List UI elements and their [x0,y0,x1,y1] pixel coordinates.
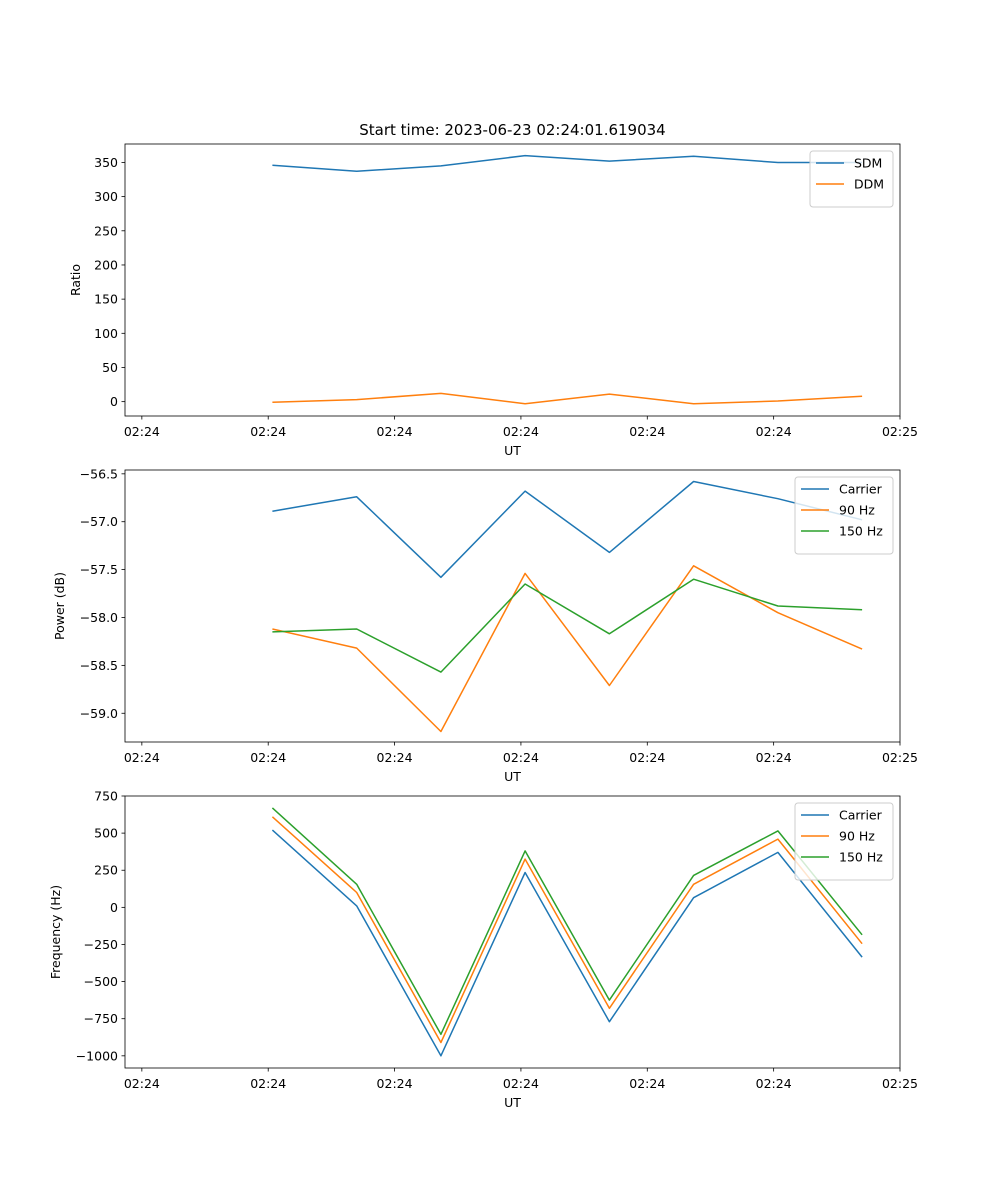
x-tick-label: 02:24 [503,424,539,439]
y-tick-label: −58.5 [80,658,118,673]
x-tick-label: 02:24 [503,750,539,765]
series-line-2 [272,392,863,405]
x-tick-label: 02:24 [377,1076,413,1091]
y-tick-label: 750 [94,789,118,804]
x-axis-label: UT [504,1095,521,1110]
y-tick-label: −1000 [76,1048,118,1063]
chart-title: Start time: 2023-06-23 02:24:01.619034 [359,121,665,139]
x-tick-label: 02:24 [250,750,286,765]
series-line-1 [272,154,863,173]
y-tick-label: 300 [94,189,118,204]
y-axis-label: Frequency (Hz) [48,885,63,979]
legend-label-1: Carrier [839,482,883,497]
legend-box [794,476,894,555]
series-line-1 [272,480,863,579]
y-tick-label: −250 [84,937,118,952]
x-tick-label: 02:24 [629,1076,665,1091]
y-axis-label: Power (dB) [52,572,67,640]
x-tick-label: 02:24 [629,424,665,439]
axes-frame [124,469,901,743]
y-tick-label: 100 [94,326,118,341]
x-tick-label: 02:24 [250,1076,286,1091]
y-tick-label: 250 [94,223,118,238]
y-tick-label: −500 [84,974,118,989]
legend-label-2: 90 Hz [839,503,875,518]
x-tick-label: 02:24 [756,750,792,765]
legend-label-2: DDM [854,177,884,192]
legend-label-1: Carrier [839,808,883,823]
series-line-3 [272,578,863,673]
legend-label-3: 150 Hz [839,850,883,865]
y-tick-label: −56.5 [80,466,118,481]
legend-label-3: 150 Hz [839,524,883,539]
series-line-2 [272,565,863,733]
y-tick-label: 0 [110,394,118,409]
x-tick-label: 02:25 [882,424,918,439]
legend: SDM DDM [809,150,894,208]
chart-panel-3: −1000 −750 −500 −250 0 250 500 750 02:24 02:24 02:… [48,789,918,1111]
y-tick-label: −57.0 [80,514,118,529]
series-line-2 [271,816,863,1044]
legend: Carrier 90 Hz 150 Hz [794,476,894,555]
legend: Carrier 90 Hz 150 Hz [794,802,894,881]
chart-panel-2: −59.0 −58.5 −58.0 −57.5 −57.0 −56.5 02:24 02:24… [52,466,918,784]
x-tick-label: 02:24 [756,424,792,439]
x-tick-label: 02:25 [882,1076,918,1091]
y-tick-label: 150 [94,292,118,307]
y-tick-label: 200 [94,257,118,272]
x-axis-label: UT [504,443,521,458]
y-tick-label: −750 [84,1011,118,1026]
legend-label-1: SDM [854,156,882,171]
y-tick-label: −58.0 [80,610,118,625]
axes-frame [124,143,901,417]
series-line-1 [271,829,863,1057]
x-tick-label: 02:24 [503,1076,539,1091]
y-tick-label: −59.0 [80,706,118,721]
y-tick-label: −57.5 [80,562,118,577]
axes-frame [124,795,901,1069]
y-tick-label: 0 [110,900,118,915]
x-tick-label: 02:24 [629,750,665,765]
x-tick-label: 02:24 [377,750,413,765]
y-tick-label: 350 [94,155,118,170]
x-axis-label: UT [504,769,521,784]
plots: 0 50 100 150 200 250 300 350 02:24 02:24 02:24 02:2… [48,121,918,1110]
legend-label-2: 90 Hz [839,829,875,844]
y-axis-label: Ratio [68,264,83,296]
chart-panel-1: 0 50 100 150 200 250 300 350 02:24 02:24 02:24 02:2… [68,121,918,458]
series-line-3 [271,807,863,1036]
x-tick-label: 02:24 [250,424,286,439]
x-tick-label: 02:25 [882,750,918,765]
legend-box [794,802,894,881]
x-tick-label: 02:24 [124,424,160,439]
x-tick-label: 02:24 [377,424,413,439]
x-tick-label: 02:24 [756,1076,792,1091]
y-tick-label: 500 [94,826,118,841]
y-tick-label: 50 [102,360,118,375]
legend-box [809,150,894,208]
x-tick-label: 02:24 [124,1076,160,1091]
y-tick-label: 250 [94,863,118,878]
x-tick-label: 02:24 [124,750,160,765]
